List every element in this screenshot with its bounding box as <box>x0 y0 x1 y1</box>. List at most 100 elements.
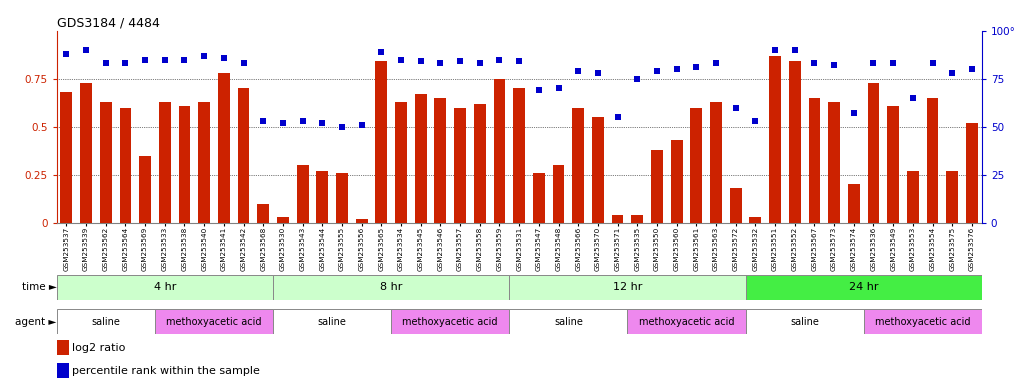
Text: time ►: time ► <box>22 282 57 292</box>
Bar <box>947 171 958 223</box>
Bar <box>631 215 644 223</box>
Point <box>610 114 626 120</box>
Bar <box>139 156 151 223</box>
Point <box>78 47 95 53</box>
Point <box>786 47 803 53</box>
Point <box>806 60 822 66</box>
Point <box>294 118 310 124</box>
Bar <box>513 88 525 223</box>
Bar <box>277 217 289 223</box>
Point <box>963 66 980 72</box>
Point <box>825 62 842 68</box>
Bar <box>745 275 982 300</box>
Bar <box>336 173 347 223</box>
Bar <box>670 140 683 223</box>
Bar <box>612 215 623 223</box>
Point <box>668 66 685 72</box>
Point <box>432 60 448 66</box>
Point <box>117 60 134 66</box>
Bar <box>395 102 407 223</box>
Bar <box>392 309 509 334</box>
Point <box>885 60 902 66</box>
Text: saline: saline <box>791 316 819 327</box>
Text: 4 hr: 4 hr <box>153 282 176 292</box>
Point <box>846 110 862 116</box>
Bar <box>907 171 919 223</box>
Text: methoxyacetic acid: methoxyacetic acid <box>167 316 262 327</box>
Bar <box>651 150 663 223</box>
Point <box>472 60 488 66</box>
Point <box>924 60 941 66</box>
Text: methoxyacetic acid: methoxyacetic acid <box>875 316 970 327</box>
Point <box>59 51 75 57</box>
Bar <box>474 104 485 223</box>
Bar <box>415 94 427 223</box>
Text: 12 hr: 12 hr <box>613 282 642 292</box>
Bar <box>864 309 982 334</box>
Bar <box>155 309 273 334</box>
Text: methoxyacetic acid: methoxyacetic acid <box>403 316 498 327</box>
Bar <box>710 102 722 223</box>
Bar <box>868 83 879 223</box>
Point <box>491 56 508 63</box>
Bar <box>57 275 273 300</box>
Point <box>649 68 665 74</box>
Bar <box>553 165 564 223</box>
Bar <box>926 98 939 223</box>
Point <box>590 70 607 76</box>
Point <box>707 60 724 66</box>
Bar <box>119 108 132 223</box>
Bar <box>509 309 627 334</box>
Bar <box>691 108 702 223</box>
Point <box>728 104 744 111</box>
Text: 24 hr: 24 hr <box>849 282 878 292</box>
Bar <box>627 309 745 334</box>
Bar <box>592 117 603 223</box>
Point <box>688 64 704 70</box>
Bar <box>749 217 762 223</box>
Point <box>196 53 213 59</box>
Bar <box>317 171 328 223</box>
Bar <box>887 106 900 223</box>
Point <box>156 56 173 63</box>
Point <box>767 47 783 53</box>
Bar <box>237 88 250 223</box>
Bar <box>454 108 466 223</box>
Bar <box>273 309 392 334</box>
Point <box>393 56 409 63</box>
Point <box>747 118 764 124</box>
Text: saline: saline <box>91 316 120 327</box>
Point <box>176 56 192 63</box>
Point <box>866 60 882 66</box>
Point <box>629 76 646 82</box>
Point <box>98 60 114 66</box>
Bar <box>493 79 506 223</box>
Bar <box>730 188 741 223</box>
Bar <box>808 98 820 223</box>
Point <box>274 120 291 126</box>
Bar <box>198 102 210 223</box>
Point <box>511 58 527 65</box>
Text: 8 hr: 8 hr <box>380 282 402 292</box>
Bar <box>61 92 72 223</box>
Bar <box>100 102 112 223</box>
Bar <box>966 123 978 223</box>
Bar <box>218 73 230 223</box>
Bar <box>257 204 269 223</box>
Text: saline: saline <box>318 316 346 327</box>
Text: log2 ratio: log2 ratio <box>72 343 125 353</box>
Bar <box>788 61 801 223</box>
Point <box>452 58 469 65</box>
Bar <box>829 102 840 223</box>
Point <box>412 58 429 65</box>
Point <box>354 122 370 128</box>
Bar <box>769 56 781 223</box>
Point <box>550 85 566 91</box>
Bar <box>573 108 584 223</box>
Text: saline: saline <box>554 316 583 327</box>
Point <box>530 87 547 93</box>
Bar <box>435 98 446 223</box>
Point <box>944 70 960 76</box>
Bar <box>297 165 308 223</box>
Bar <box>179 106 190 223</box>
